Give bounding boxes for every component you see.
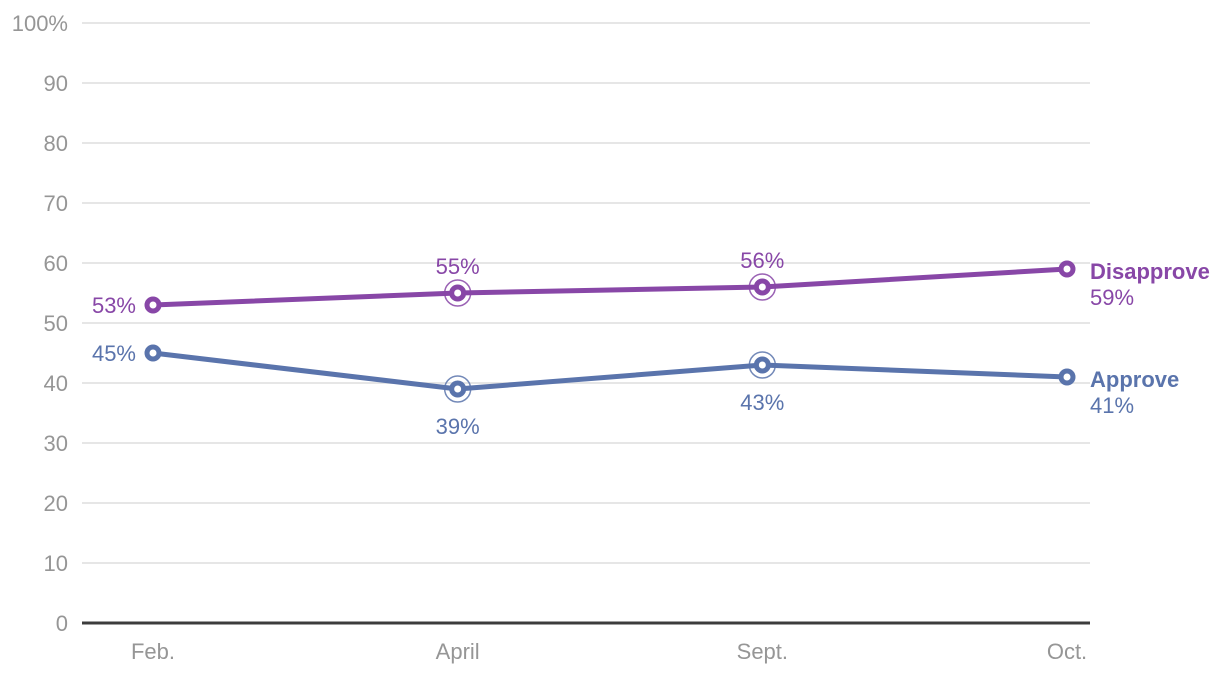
- y-tick-label: 20: [44, 491, 68, 516]
- y-tick-label: 30: [44, 431, 68, 456]
- data-point-marker: [144, 344, 162, 362]
- point-label: 53%: [92, 293, 136, 318]
- data-point-marker: [1058, 368, 1076, 386]
- point-label: 43%: [740, 390, 784, 415]
- series-end-value-label: 59%: [1090, 285, 1134, 310]
- point-label: 55%: [436, 254, 480, 279]
- y-tick-label: 70: [44, 191, 68, 216]
- point-label: 56%: [740, 248, 784, 273]
- data-point-marker: [753, 356, 771, 374]
- y-tick-label: 100%: [12, 11, 68, 36]
- marker-halo: [748, 351, 777, 379]
- data-point-marker: [1058, 260, 1076, 278]
- point-label: 39%: [436, 414, 480, 439]
- y-tick-label: 40: [44, 371, 68, 396]
- series-end-value-label: 41%: [1090, 393, 1134, 418]
- point-label: 45%: [92, 341, 136, 366]
- y-tick-label: 80: [44, 131, 68, 156]
- y-tick-label: 10: [44, 551, 68, 576]
- x-tick-label: Feb.: [131, 639, 175, 664]
- x-tick-label: Sept.: [737, 639, 788, 664]
- marker-halo: [748, 273, 777, 301]
- series-line-disapprove: [150, 266, 1070, 308]
- y-tick-label: 60: [44, 251, 68, 276]
- marker-halo: [443, 279, 472, 307]
- y-tick-label: 90: [44, 71, 68, 96]
- data-point-marker: [144, 296, 162, 314]
- x-tick-label: Oct.: [1047, 639, 1087, 664]
- marker-halo: [443, 375, 472, 403]
- data-point-marker: [753, 278, 771, 296]
- series-line-approve: [150, 350, 1070, 392]
- data-point-marker: [449, 380, 467, 398]
- x-tick-label: April: [436, 639, 480, 664]
- y-tick-label: 0: [56, 611, 68, 636]
- series-name-label: Approve: [1090, 367, 1179, 392]
- series-name-label: Disapprove: [1090, 259, 1210, 284]
- data-point-marker: [449, 284, 467, 302]
- y-tick-label: 50: [44, 311, 68, 336]
